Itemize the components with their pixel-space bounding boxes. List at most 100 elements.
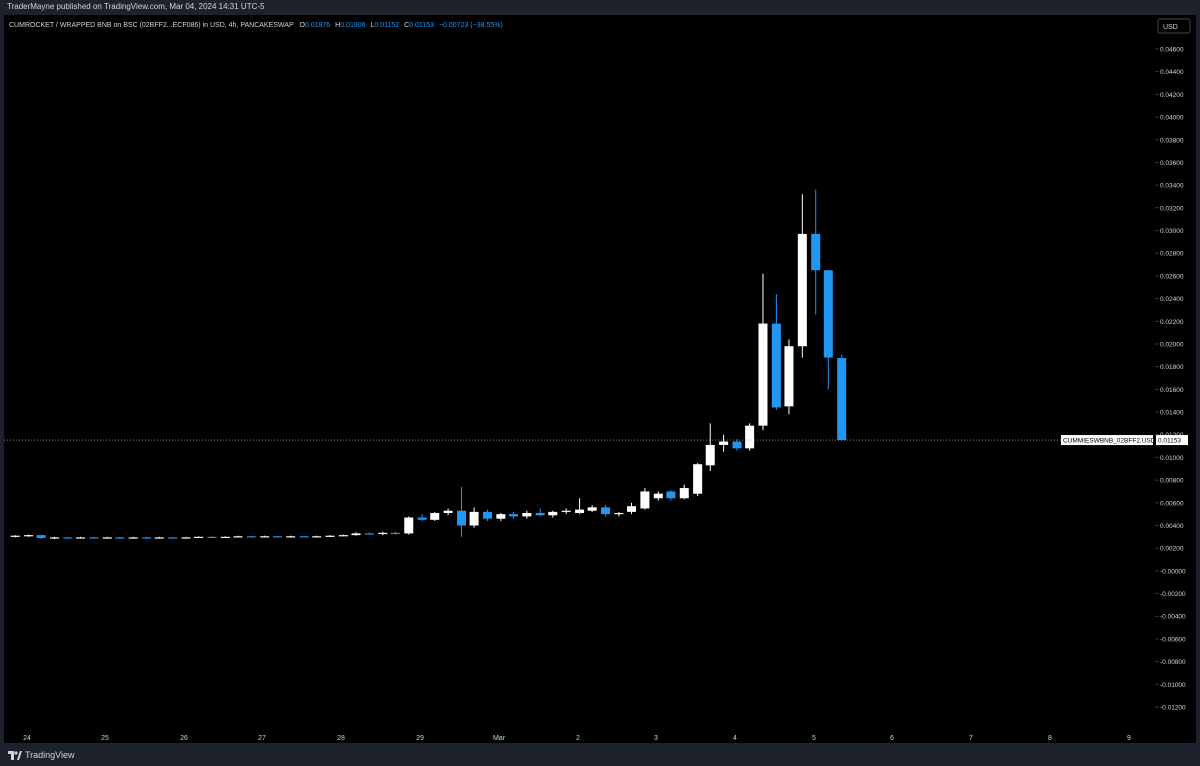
candle-body (614, 513, 624, 515)
open-label: O (299, 22, 305, 29)
candle-body (115, 537, 125, 539)
x-axis-ticks: 24 25 26 27 28 29 Mar 2 3 4 5 6 7 8 9 (23, 735, 1131, 742)
candle-body (653, 493, 663, 499)
candle-body (627, 506, 637, 512)
high-label: H (335, 22, 340, 29)
y-tick-label: -0.00800 (1160, 659, 1186, 666)
candle-body (364, 533, 374, 535)
candle-body (784, 346, 794, 407)
y-tick-label: 0.03600 (1160, 160, 1184, 167)
y-tick-label: 0.00800 (1160, 478, 1184, 485)
y-tick-label: -0.00000 (1160, 568, 1186, 575)
candle-body (404, 517, 414, 534)
y-tick-label: 0.01400 (1160, 410, 1184, 417)
price-line-symbol-label: CUMMIESWBNB_02BFF2.USD (1063, 437, 1156, 444)
currency-button[interactable] (1157, 18, 1191, 34)
symbol-title: CUMROCKET / WRAPPED BNB on BSC (02BFF2..… (9, 22, 294, 29)
candle-body (351, 533, 361, 536)
x-tick-label: 4 (733, 735, 737, 742)
y-tick-label: 0.00200 (1160, 546, 1184, 553)
candle-body (443, 510, 453, 514)
candle-body (325, 535, 335, 537)
candle-body (457, 510, 467, 526)
candle-body (272, 536, 282, 538)
candle-body (142, 537, 152, 539)
candle-body (181, 537, 191, 539)
y-tick-label: -0.00600 (1160, 636, 1186, 643)
x-tick-label: 6 (890, 735, 894, 742)
y-tick-label: 0.02200 (1160, 319, 1184, 326)
candle-body (36, 535, 46, 538)
candle-body (246, 536, 256, 538)
candle-body (758, 323, 768, 426)
candle-body (797, 233, 807, 347)
candle-body (10, 535, 20, 537)
y-tick-label: 0.02600 (1160, 273, 1184, 280)
candle-body (260, 536, 270, 538)
candle-body (233, 536, 243, 538)
candle-body (469, 511, 479, 526)
open-value: 0.01876 (305, 22, 330, 29)
y-tick-label: 0.02400 (1160, 296, 1184, 303)
top-bar: TraderMayne published on TradingView.com… (0, 0, 1200, 14)
candle-body (679, 488, 689, 499)
candle-body (587, 507, 597, 511)
candle-body (417, 517, 427, 520)
x-tick-label: 5 (812, 735, 816, 742)
x-tick-label: 25 (101, 735, 109, 742)
candle-body (286, 536, 296, 538)
close-label: C (404, 22, 409, 29)
candle-body (640, 491, 650, 509)
x-tick-label: 8 (1048, 735, 1052, 742)
y-tick-label: 0.03200 (1160, 205, 1184, 212)
x-tick-label: Mar (493, 735, 506, 742)
candle-body (823, 270, 833, 358)
y-tick-label: 0.02800 (1160, 251, 1184, 258)
y-tick-label: 0.01600 (1160, 387, 1184, 394)
candle-body (535, 513, 545, 516)
y-tick-label: 0.03000 (1160, 228, 1184, 235)
y-tick-label: 0.04000 (1160, 115, 1184, 122)
published-info: TraderMayne published on TradingView.com… (7, 2, 265, 11)
candle-body (575, 509, 585, 514)
price-axis[interactable] (1155, 15, 1196, 743)
price-line-value: 0.01153 (1158, 437, 1181, 444)
low-value: 0.01152 (374, 22, 399, 29)
candle-body (168, 537, 178, 539)
y-axis-ticks: 0.04600 0.04400 0.04200 0.04000 0.03800 0.036… (1155, 47, 1186, 712)
x-tick-label: 3 (654, 735, 658, 742)
candle-body (207, 536, 217, 539)
tradingview-logo[interactable]: TradingView (8, 750, 75, 760)
y-tick-label: 0.03400 (1160, 183, 1184, 190)
chart-pane[interactable] (4, 15, 1155, 743)
y-tick-label: 0.04200 (1160, 92, 1184, 99)
candle-body (601, 507, 611, 515)
candle-body (50, 537, 60, 539)
price-line-value-tag (1156, 435, 1188, 446)
candle-body (430, 513, 440, 520)
x-tick-label: 27 (258, 735, 266, 742)
y-tick-label: 0.01000 (1160, 455, 1184, 462)
candle-body (89, 537, 99, 539)
x-tick-label: 7 (969, 735, 973, 742)
x-tick-label: 2 (576, 735, 580, 742)
candle-body (76, 537, 86, 539)
candle-body (102, 537, 112, 539)
y-tick-label: -0.01200 (1160, 705, 1186, 712)
close-value: 0.01153 (409, 22, 434, 29)
x-tick-label: 9 (1127, 735, 1131, 742)
price-line-symbol-tag (1061, 435, 1153, 446)
candle-body (705, 444, 715, 466)
candle-body (496, 514, 506, 519)
x-tick-label: 26 (180, 735, 188, 742)
candle-body (771, 323, 781, 408)
candle-body (128, 537, 138, 539)
y-tick-label: 0.02000 (1160, 341, 1184, 348)
y-tick-label: 0.00400 (1160, 523, 1184, 530)
candle-body (693, 464, 703, 494)
candle-body (548, 511, 558, 516)
candle-body (63, 537, 73, 539)
candle-body (837, 358, 847, 441)
candle-body (24, 535, 34, 537)
